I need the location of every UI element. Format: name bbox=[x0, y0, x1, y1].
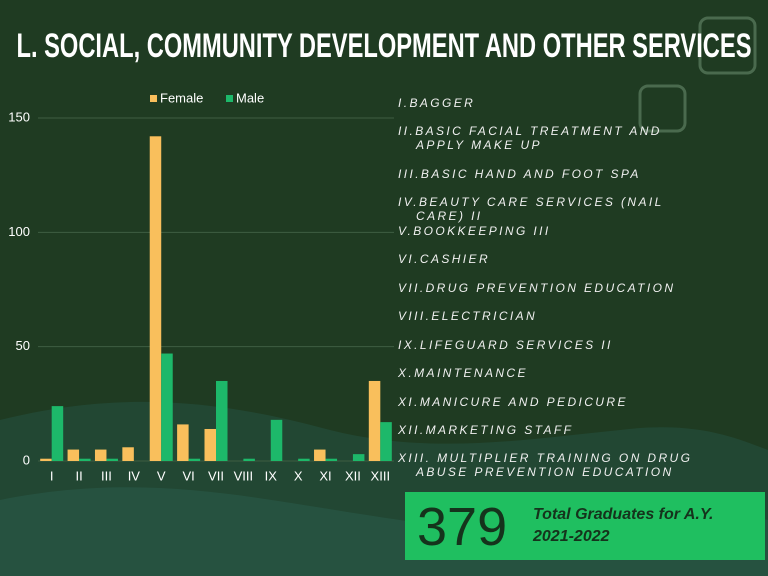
x-tick-label: I bbox=[50, 468, 54, 483]
legend-swatch bbox=[226, 95, 233, 102]
y-tick-label: 150 bbox=[8, 109, 30, 124]
y-tick-label: 0 bbox=[23, 452, 30, 467]
legend-label: Female bbox=[160, 90, 203, 105]
category-key: IV.BEAUTY CARE SERVICES (NAIL CARE) II bbox=[398, 195, 664, 223]
bar bbox=[177, 424, 189, 461]
decoration bbox=[698, 16, 757, 75]
bar bbox=[204, 428, 216, 461]
bar bbox=[94, 449, 107, 461]
y-tick-label: 100 bbox=[8, 224, 30, 239]
category-key: XI.MANICURE AND PEDICURE bbox=[398, 395, 628, 409]
bar bbox=[216, 380, 228, 461]
bar bbox=[67, 449, 80, 461]
y-tick-label: 50 bbox=[16, 338, 30, 353]
x-tick-label: IV bbox=[128, 468, 141, 483]
bar bbox=[325, 458, 338, 461]
total-box: 379 Total Graduates for A.Y. 2021-2022 bbox=[405, 492, 765, 560]
x-tick-label: VIII bbox=[234, 468, 254, 483]
bar bbox=[188, 458, 201, 461]
bar bbox=[40, 458, 52, 461]
category-key: V.BOOKKEEPING III bbox=[398, 224, 551, 238]
category-key: VII.DRUG PREVENTION EDUCATION bbox=[398, 281, 676, 295]
x-tick-label: X bbox=[294, 468, 303, 483]
bar bbox=[314, 449, 326, 461]
decoration bbox=[638, 84, 687, 133]
legend-swatch bbox=[150, 95, 157, 102]
category-key: X.MAINTENANCE bbox=[398, 366, 528, 380]
category-key: VI.CASHIER bbox=[398, 252, 491, 266]
bar bbox=[368, 380, 381, 461]
bar bbox=[270, 419, 283, 461]
bar bbox=[106, 458, 118, 461]
x-tick-label: II bbox=[75, 468, 82, 483]
x-tick-label: XI bbox=[319, 468, 331, 483]
category-key: XIII. MULTIPLIER TRAINING ON DRUG ABUSE … bbox=[398, 451, 693, 479]
category-key: XII.MARKETING STAFF bbox=[398, 423, 574, 437]
category-key: III.BASIC HAND AND FOOT SPA bbox=[398, 167, 641, 181]
category-key: IX.LIFEGUARD SERVICES II bbox=[398, 338, 613, 352]
legend-label: Male bbox=[236, 90, 264, 105]
bar bbox=[243, 458, 255, 461]
x-tick-label: V bbox=[157, 468, 166, 483]
x-tick-label: III bbox=[101, 468, 112, 483]
bar bbox=[380, 422, 392, 461]
x-tick-label: XII bbox=[345, 468, 361, 483]
total-label: Total Graduates for A.Y. 2021-2022 bbox=[533, 506, 714, 545]
category-key: II.BASIC FACIAL TREATMENT AND APPLY MAKE… bbox=[398, 124, 662, 152]
bar bbox=[352, 454, 365, 461]
bar bbox=[149, 136, 162, 461]
bar bbox=[298, 458, 310, 461]
total-value: 379 bbox=[417, 497, 508, 557]
bar bbox=[51, 406, 64, 461]
x-tick-label: XIII bbox=[371, 468, 391, 483]
category-key: VIII.ELECTRICIAN bbox=[398, 309, 538, 323]
category-key: I.BAGGER bbox=[398, 96, 476, 110]
x-tick-label: VI bbox=[182, 468, 194, 483]
bar bbox=[79, 458, 91, 461]
chart-title: L. SOCIAL, COMMUNITY DEVELOPMENT AND OTH… bbox=[17, 27, 752, 65]
x-tick-label: IX bbox=[265, 468, 278, 483]
x-tick-label: VII bbox=[208, 468, 224, 483]
bar bbox=[161, 353, 173, 461]
bar bbox=[122, 447, 134, 461]
